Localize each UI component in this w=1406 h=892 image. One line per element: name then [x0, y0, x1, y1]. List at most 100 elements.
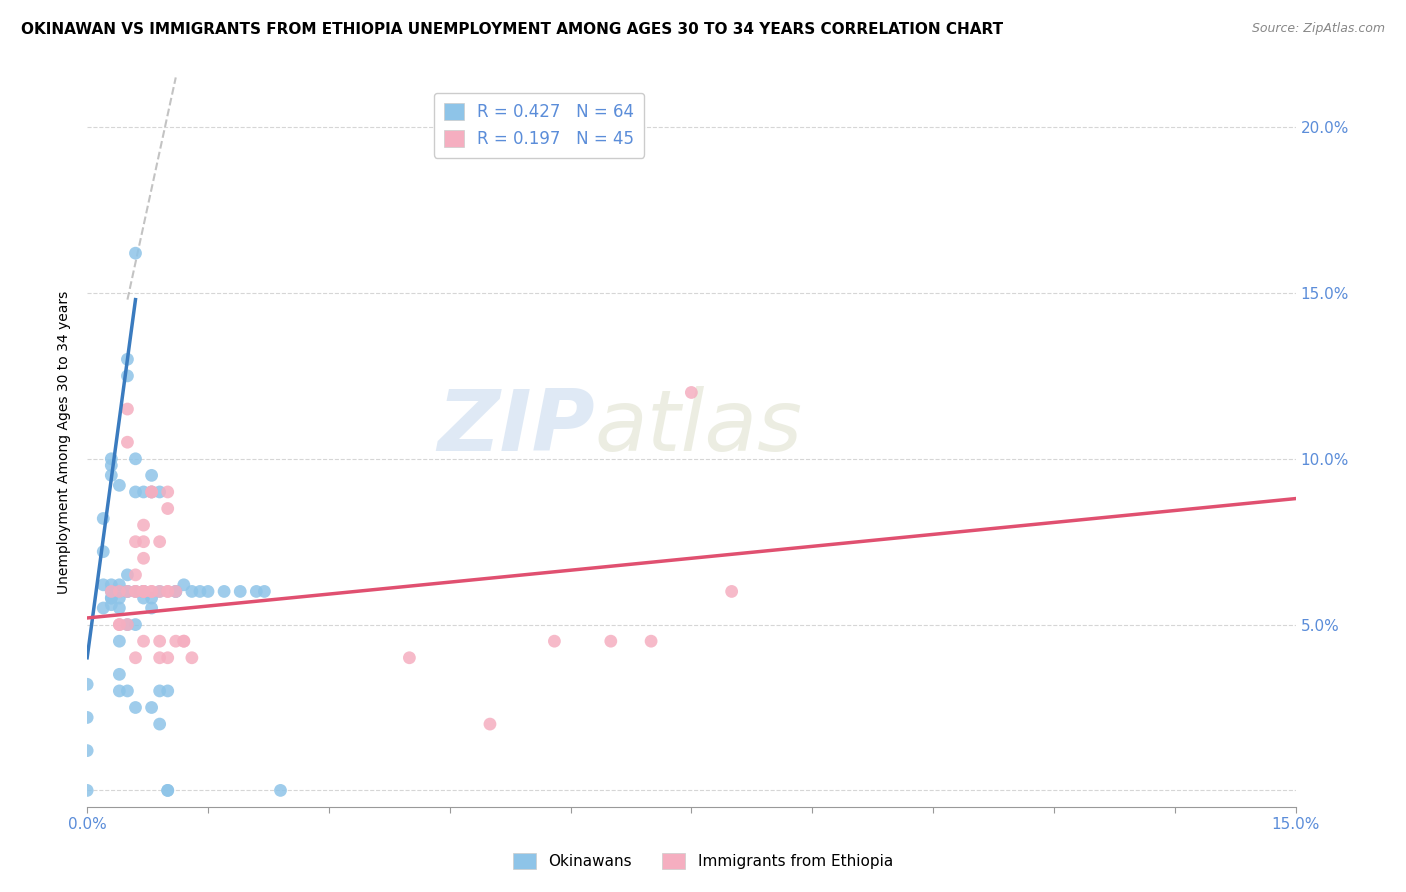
- Point: [100, 458, 122, 473]
- Point: [188, 584, 211, 599]
- Point: [91, 578, 114, 592]
- Point: [124, 700, 146, 714]
- Point: [149, 485, 172, 500]
- Point: [141, 485, 163, 500]
- Point: [229, 584, 252, 599]
- Point: [156, 650, 179, 665]
- Legend: Okinawans, Immigrants from Ethiopia: Okinawans, Immigrants from Ethiopia: [508, 847, 898, 875]
- Point: [141, 584, 163, 599]
- Point: [156, 584, 179, 599]
- Point: [108, 584, 131, 599]
- Point: [149, 717, 172, 731]
- Point: [132, 591, 155, 605]
- Point: [108, 634, 131, 648]
- Point: [100, 578, 122, 592]
- Point: [117, 584, 139, 599]
- Point: [117, 435, 139, 450]
- Point: [124, 617, 146, 632]
- Point: [180, 650, 202, 665]
- Point: [117, 617, 139, 632]
- Point: [124, 584, 146, 599]
- Point: [132, 584, 155, 599]
- Point: [149, 584, 172, 599]
- Point: [76, 677, 98, 691]
- Point: [91, 511, 114, 525]
- Point: [156, 684, 179, 698]
- Point: [132, 584, 155, 599]
- Point: [180, 584, 202, 599]
- Point: [117, 402, 139, 417]
- Point: [141, 700, 163, 714]
- Point: [398, 650, 420, 665]
- Text: atlas: atlas: [595, 386, 803, 469]
- Legend: R = 0.427   N = 64, R = 0.197   N = 45: R = 0.427 N = 64, R = 0.197 N = 45: [434, 93, 644, 158]
- Point: [124, 567, 146, 582]
- Point: [149, 534, 172, 549]
- Text: OKINAWAN VS IMMIGRANTS FROM ETHIOPIA UNEMPLOYMENT AMONG AGES 30 TO 34 YEARS CORR: OKINAWAN VS IMMIGRANTS FROM ETHIOPIA UNE…: [21, 22, 1004, 37]
- Point: [173, 634, 195, 648]
- Point: [165, 584, 187, 599]
- Point: [108, 591, 131, 605]
- Point: [141, 591, 163, 605]
- Point: [100, 598, 122, 612]
- Point: [100, 591, 122, 605]
- Point: [478, 717, 501, 731]
- Point: [91, 601, 114, 615]
- Point: [108, 601, 131, 615]
- Point: [720, 584, 742, 599]
- Point: [132, 518, 155, 533]
- Point: [149, 634, 172, 648]
- Point: [132, 551, 155, 566]
- Text: ZIP: ZIP: [437, 386, 595, 469]
- Point: [141, 584, 163, 599]
- Point: [100, 584, 122, 599]
- Point: [100, 451, 122, 466]
- Point: [117, 584, 139, 599]
- Text: Source: ZipAtlas.com: Source: ZipAtlas.com: [1251, 22, 1385, 36]
- Point: [156, 485, 179, 500]
- Point: [124, 584, 146, 599]
- Point: [156, 783, 179, 797]
- Point: [76, 710, 98, 724]
- Point: [165, 584, 187, 599]
- Point: [117, 684, 139, 698]
- Point: [132, 584, 155, 599]
- Point: [132, 485, 155, 500]
- Point: [100, 591, 122, 605]
- Point: [681, 385, 703, 400]
- Point: [640, 634, 662, 648]
- Point: [124, 485, 146, 500]
- Point: [141, 601, 163, 615]
- Point: [117, 352, 139, 367]
- Point: [124, 584, 146, 599]
- Point: [149, 650, 172, 665]
- Point: [149, 584, 172, 599]
- Point: [100, 468, 122, 483]
- Point: [197, 584, 219, 599]
- Point: [543, 634, 565, 648]
- Point: [100, 584, 122, 599]
- Point: [245, 584, 267, 599]
- Point: [91, 544, 114, 558]
- Point: [124, 451, 146, 466]
- Point: [253, 584, 276, 599]
- Point: [124, 246, 146, 260]
- Point: [132, 584, 155, 599]
- Y-axis label: Unemployment Among Ages 30 to 34 years: Unemployment Among Ages 30 to 34 years: [58, 291, 72, 594]
- Point: [108, 578, 131, 592]
- Point: [108, 478, 131, 492]
- Point: [117, 584, 139, 599]
- Point: [156, 501, 179, 516]
- Point: [132, 534, 155, 549]
- Point: [156, 584, 179, 599]
- Point: [165, 584, 187, 599]
- Point: [108, 684, 131, 698]
- Point: [124, 650, 146, 665]
- Point: [132, 634, 155, 648]
- Point: [108, 617, 131, 632]
- Point: [270, 783, 292, 797]
- Point: [141, 485, 163, 500]
- Point: [76, 783, 98, 797]
- Point: [76, 743, 98, 757]
- Point: [132, 584, 155, 599]
